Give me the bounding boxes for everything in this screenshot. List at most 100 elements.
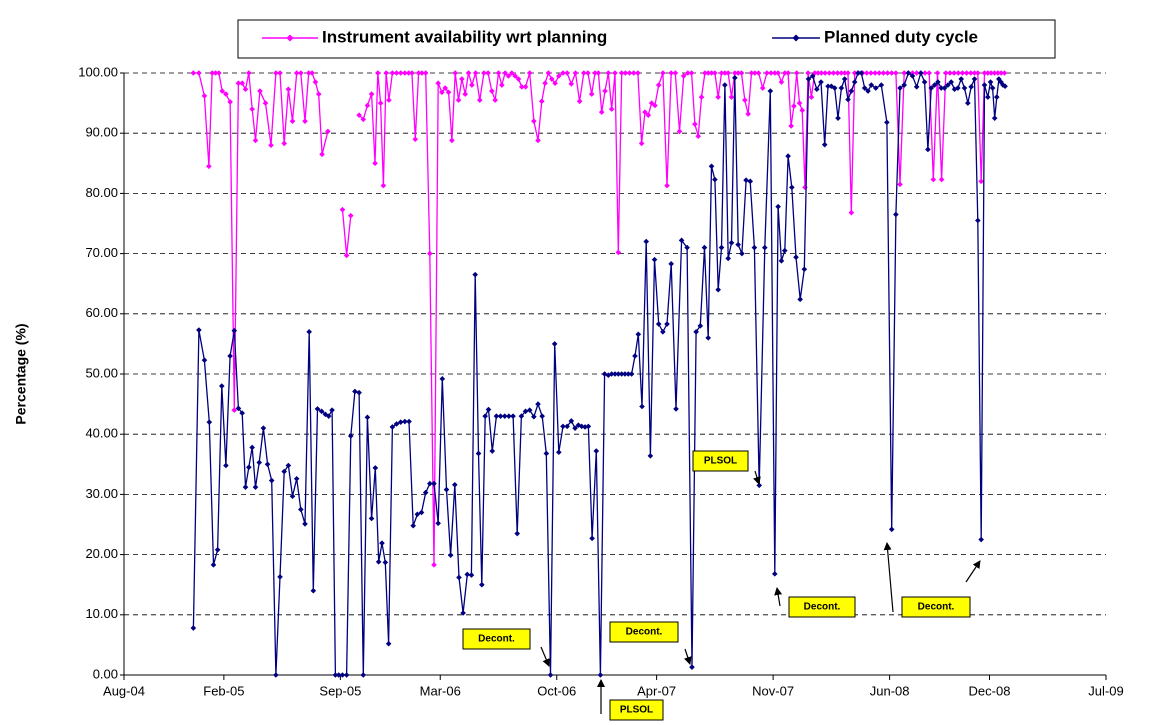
data-point	[975, 217, 981, 224]
data-point	[1001, 70, 1008, 76]
data-point	[725, 255, 731, 262]
x-tick-label: Sep-05	[319, 683, 361, 698]
data-point	[913, 84, 920, 90]
data-point	[318, 408, 325, 415]
data-point	[739, 250, 745, 257]
data-point	[638, 140, 645, 147]
x-tick-label: Oct-06	[537, 683, 576, 698]
data-point	[347, 433, 354, 439]
data-point	[688, 70, 695, 76]
data-point	[526, 70, 533, 76]
data-point	[302, 521, 308, 527]
data-point	[393, 421, 400, 427]
data-point	[735, 70, 741, 76]
data-point	[575, 422, 582, 428]
data-point	[545, 70, 552, 76]
x-tick-label: Apr-07	[637, 683, 676, 698]
data-point	[476, 97, 483, 103]
annotation-arrow	[965, 560, 981, 583]
data-point	[831, 85, 838, 91]
data-point	[465, 70, 472, 76]
annotation-arrow	[883, 542, 894, 613]
data-point	[747, 178, 754, 185]
data-point	[572, 425, 578, 431]
data-point	[212, 70, 219, 76]
data-point	[702, 70, 708, 76]
data-point	[196, 70, 202, 76]
data-point	[785, 153, 791, 159]
data-point	[239, 410, 245, 416]
data-point	[262, 100, 269, 106]
data-point	[592, 70, 598, 76]
data-point	[978, 536, 984, 543]
data-point	[414, 511, 421, 518]
data-point	[978, 178, 984, 185]
data-point	[339, 206, 346, 213]
data-point	[841, 76, 848, 82]
data-point	[981, 82, 988, 88]
legend-label: Instrument availability wrt planning	[322, 27, 607, 46]
data-point	[509, 70, 515, 76]
data-point	[775, 203, 781, 210]
data-point	[988, 70, 994, 76]
data-point	[598, 109, 605, 115]
data-point	[464, 571, 471, 578]
data-point	[372, 160, 378, 167]
data-point	[643, 238, 650, 245]
data-point	[249, 444, 255, 451]
data-point	[572, 70, 579, 76]
y-tick-label: 40.00	[85, 426, 118, 441]
data-point	[368, 91, 375, 97]
data-point	[235, 405, 242, 412]
data-point	[664, 182, 670, 189]
data-point	[252, 137, 259, 144]
y-tick-label: 60.00	[85, 305, 118, 320]
data-point	[718, 244, 725, 251]
data-point	[728, 94, 735, 100]
data-point	[412, 136, 419, 143]
data-point	[485, 406, 492, 413]
data-point	[526, 407, 533, 413]
data-point	[961, 85, 968, 91]
data-point	[642, 109, 648, 115]
data-point	[547, 672, 554, 678]
data-point	[427, 480, 433, 487]
data-point	[482, 413, 488, 419]
data-point	[522, 408, 529, 415]
data-point	[759, 85, 766, 91]
data-point	[676, 128, 683, 135]
data-point	[505, 73, 512, 79]
data-point	[971, 76, 978, 82]
data-point	[495, 70, 502, 76]
data-point	[382, 559, 389, 566]
data-point	[732, 75, 738, 81]
data-point	[825, 83, 831, 90]
data-point	[472, 70, 479, 76]
y-tick-label: 100.00	[78, 64, 118, 79]
data-point	[298, 506, 304, 513]
data-point	[931, 82, 938, 88]
data-point	[452, 481, 458, 488]
data-point	[858, 70, 865, 76]
data-point	[585, 70, 591, 76]
data-point	[268, 477, 275, 484]
data-point	[531, 118, 537, 124]
data-point	[789, 184, 795, 191]
data-point	[930, 176, 937, 183]
data-point	[645, 112, 652, 118]
data-point	[612, 371, 618, 377]
data-point	[325, 128, 331, 135]
data-point	[447, 552, 454, 559]
legend-marker	[286, 34, 294, 42]
data-point	[273, 672, 279, 678]
data-point	[489, 448, 496, 454]
data-point	[848, 209, 855, 216]
data-point	[422, 489, 429, 496]
data-point	[422, 70, 429, 76]
data-point	[876, 70, 883, 76]
y-tick-label: 70.00	[85, 245, 118, 260]
data-point	[459, 76, 465, 82]
annotation-label: Decont.	[918, 602, 955, 613]
x-tick-label: Jul-09	[1088, 683, 1123, 698]
